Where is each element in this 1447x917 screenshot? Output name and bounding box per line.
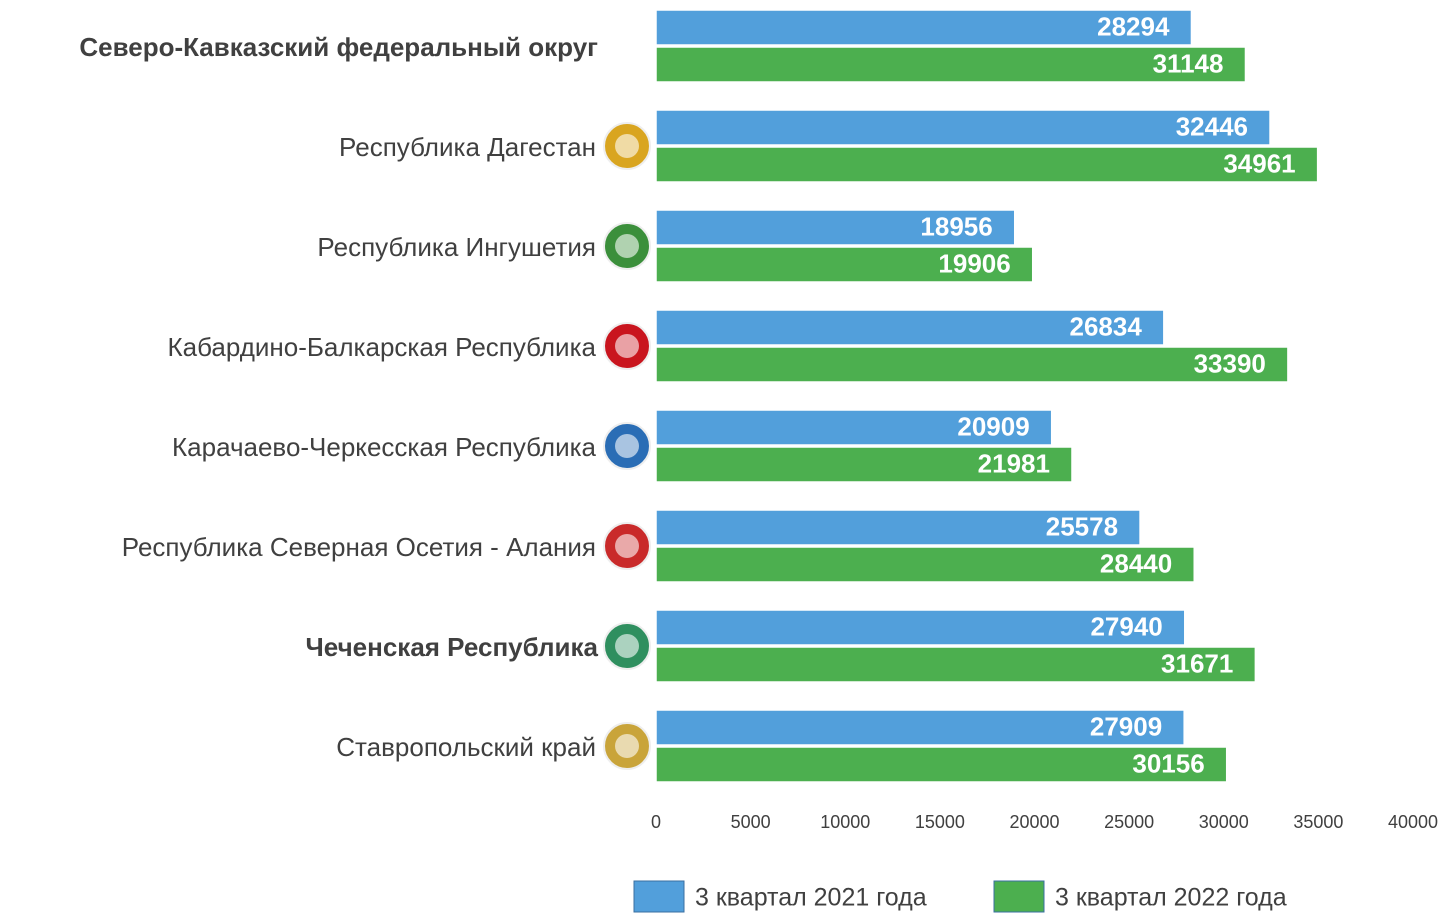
category-label: Карачаево-Черкесская Республика (172, 432, 597, 462)
bar (655, 546, 1195, 583)
bar (655, 709, 1185, 746)
legend-swatch (993, 880, 1045, 913)
value-label: 28294 (1097, 11, 1170, 41)
value-label: 26834 (1070, 311, 1143, 341)
value-label: 28440 (1100, 548, 1172, 578)
emblem-inner (615, 234, 639, 258)
value-label: 31148 (1153, 48, 1224, 78)
emblem-inner (615, 334, 639, 358)
category-label: Кабардино-Балкарская Республика (167, 332, 596, 362)
value-label: 34961 (1223, 148, 1295, 178)
legend-swatch (633, 880, 685, 913)
bar (655, 246, 1034, 283)
x-tick-label: 10000 (820, 812, 870, 832)
x-tick-label: 20000 (1009, 812, 1059, 832)
x-tick-label: 40000 (1388, 812, 1438, 832)
legend-label: 3 квартал 2022 года (1055, 884, 1287, 912)
bar (655, 146, 1319, 183)
value-label: 32446 (1176, 111, 1248, 141)
x-tick-label: 5000 (731, 812, 771, 832)
x-tick-label: 25000 (1104, 812, 1154, 832)
emblem-inner (615, 734, 639, 758)
bar (655, 209, 1016, 246)
x-tick-label: 0 (651, 812, 661, 832)
bar (655, 509, 1141, 546)
value-label: 25578 (1046, 511, 1118, 541)
bar (655, 9, 1193, 46)
x-tick-label: 15000 (915, 812, 965, 832)
value-label: 33390 (1194, 348, 1266, 378)
x-tick-label: 35000 (1293, 812, 1343, 832)
category-label: Северо-Кавказский федеральный округ (79, 32, 598, 62)
value-label: 27909 (1090, 711, 1162, 741)
emblem-inner (615, 434, 639, 458)
bar (655, 609, 1186, 646)
value-label: 27940 (1090, 611, 1162, 641)
value-label: 20909 (957, 411, 1029, 441)
category-label: Республика Дагестан (339, 132, 596, 162)
bar (655, 346, 1289, 383)
emblem-inner (615, 634, 639, 658)
value-label: 18956 (920, 211, 992, 241)
category-label: Республика Ингушетия (317, 232, 596, 262)
emblem-inner (615, 134, 639, 158)
bar (655, 746, 1228, 783)
bar (655, 646, 1257, 683)
bar (655, 409, 1053, 446)
bar (655, 46, 1247, 83)
value-label: 30156 (1132, 748, 1204, 778)
bar (655, 309, 1165, 346)
bar (655, 109, 1271, 146)
bar (655, 446, 1073, 483)
emblem-inner (615, 534, 639, 558)
value-label: 21981 (978, 448, 1050, 478)
category-label: Ставропольский край (336, 732, 596, 762)
value-label: 31671 (1161, 648, 1233, 678)
legend-label: 3 квартал 2021 года (695, 884, 927, 912)
category-label: Республика Северная Осетия - Алания (122, 532, 596, 562)
category-label: Чеченская Республика (306, 632, 599, 662)
value-label: 19906 (938, 248, 1010, 278)
x-tick-label: 30000 (1199, 812, 1249, 832)
